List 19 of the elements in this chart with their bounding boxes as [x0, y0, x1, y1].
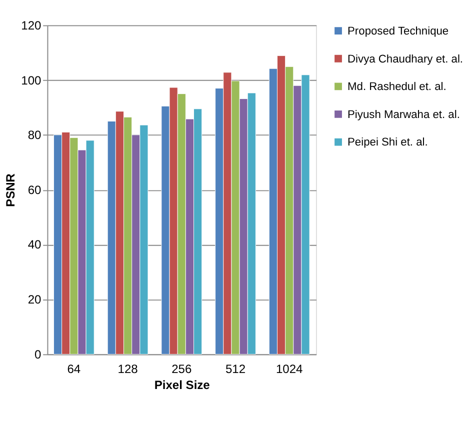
x-tick-label: 256	[172, 362, 192, 376]
legend-label: Proposed Technique	[348, 26, 449, 38]
y-tick-label: 80	[28, 128, 42, 142]
x-tick-label: 64	[67, 362, 81, 376]
y-tick-label: 40	[28, 238, 42, 252]
x-tick-label: 128	[118, 362, 138, 376]
x-axis-title: Pixel Size	[154, 378, 210, 392]
legend-label: Peipei Shi et. al.	[348, 136, 428, 149]
y-axis-title: PSNR	[4, 173, 18, 207]
legend-label: Piyush Marwaha et. al.	[348, 108, 460, 121]
x-tick-label: 512	[225, 362, 246, 376]
y-tick-label: 100	[21, 73, 42, 88]
y-tick-label: 0	[34, 347, 42, 362]
y-tick-label: 120	[21, 18, 42, 32]
legend-label: Md. Rashedul et. al.	[348, 81, 446, 94]
legend-label: Divya Chaudhary et. al.	[348, 53, 464, 66]
x-tick-label: 1024	[276, 362, 304, 376]
y-tick-label: 20	[28, 292, 42, 307]
y-tick-label: 60	[28, 182, 42, 197]
